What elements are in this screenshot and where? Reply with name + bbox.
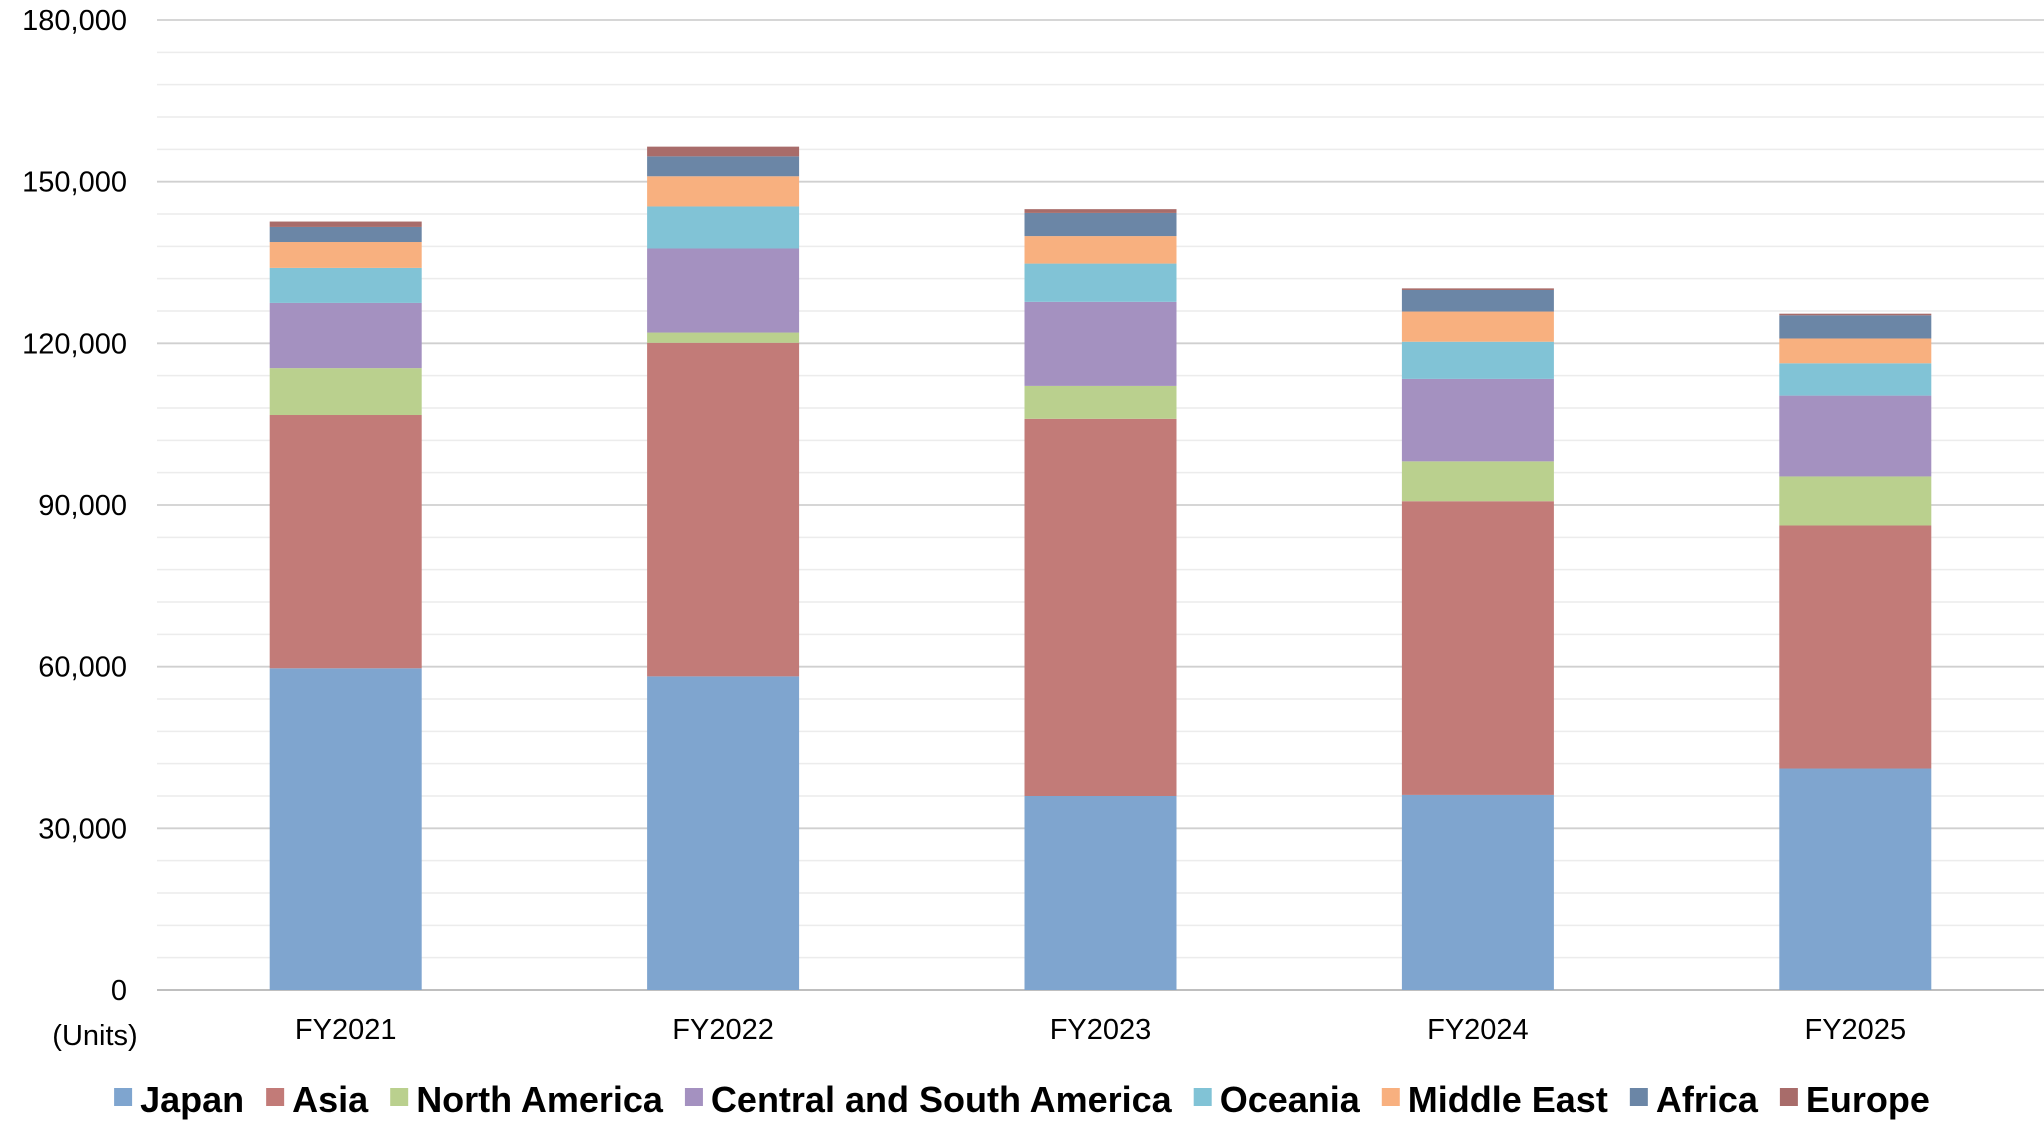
bar-segment [647, 206, 800, 249]
bar-segment [1779, 363, 1932, 396]
bar-segment [1779, 768, 1932, 990]
legend-item: Europe [1779, 1079, 1930, 1120]
legend-label: Middle East [1408, 1079, 1608, 1120]
bar-segment [1779, 476, 1932, 526]
bar-segment [269, 368, 422, 416]
legend-label: Asia [292, 1079, 369, 1120]
bar-segment [269, 226, 422, 243]
bar-segment [1024, 796, 1177, 990]
bar-segment [1024, 385, 1177, 419]
legend-item: Africa [1629, 1079, 1759, 1120]
legend-swatch [266, 1088, 285, 1106]
legend-item: Japan [114, 1079, 244, 1120]
bar-segment [269, 415, 422, 669]
bar-segment [1401, 794, 1554, 990]
legend-item: Central and South America [684, 1079, 1173, 1120]
bar-segment [1779, 313, 1932, 316]
y-tick-label: 90,000 [38, 490, 127, 522]
legend-item: North America [390, 1079, 664, 1120]
bars [269, 146, 1932, 990]
legend-swatch [1193, 1088, 1212, 1106]
y-tick-label: 0 [111, 975, 127, 1007]
y-tick-label: 150,000 [22, 167, 127, 199]
bar-segment [647, 248, 800, 333]
bar-segment [1401, 461, 1554, 502]
unit-label: (Units) [52, 1020, 137, 1052]
y-tick-label: 180,000 [22, 5, 127, 37]
y-tick-label: 30,000 [38, 813, 127, 845]
bar-segment [1024, 263, 1177, 302]
bar-segment [269, 668, 422, 990]
x-tick-label: FY2025 [1805, 1014, 1907, 1046]
bar-segment [1024, 209, 1177, 213]
bar-segment [1779, 525, 1932, 769]
bar-segment [269, 221, 422, 227]
legend-item: Oceania [1193, 1079, 1361, 1120]
bar-segment [647, 156, 800, 177]
legend-swatch [1381, 1088, 1400, 1106]
y-axis: 0 30,000 60,000 90,000 120,000 150,000 180,000 [22, 5, 127, 1007]
legend-item: Asia [266, 1079, 369, 1120]
bar-segment [1401, 501, 1554, 795]
bar-segment [1401, 289, 1554, 312]
bar-segment [1779, 315, 1932, 339]
bar-segment [1779, 395, 1932, 477]
bar-segment [1024, 418, 1177, 796]
bar-segment [647, 332, 800, 343]
legend-swatch [114, 1088, 133, 1106]
y-tick-label: 60,000 [38, 652, 127, 684]
x-axis: FY2021 FY2022 FY2023 FY2024 FY2025 [295, 1014, 1906, 1046]
legend: Japan Asia North America Central and South … [114, 1079, 1930, 1120]
y-tick-label: 120,000 [22, 328, 127, 360]
bar-segment [647, 676, 800, 990]
legend-label: Oceania [1220, 1079, 1361, 1120]
legend-swatch [684, 1088, 703, 1106]
x-tick-label: FY2024 [1427, 1014, 1529, 1046]
x-tick-label: FY2022 [672, 1014, 774, 1046]
bar-segment [1401, 378, 1554, 462]
bar-segment [1024, 236, 1177, 264]
legend-swatch [390, 1088, 409, 1106]
bar-segment [1401, 341, 1554, 379]
bar-segment [269, 302, 422, 369]
legend-swatch [1629, 1088, 1648, 1106]
legend-label: Africa [1656, 1079, 1759, 1120]
legend-label: North America [416, 1079, 664, 1120]
bar-segment [647, 146, 800, 157]
legend-label: Central and South America [711, 1079, 1173, 1120]
legend-label: Japan [140, 1079, 244, 1120]
x-tick-label: FY2021 [295, 1014, 397, 1046]
legend-swatch [1779, 1088, 1798, 1106]
bar-segment [1401, 288, 1554, 290]
bar-segment [1024, 301, 1177, 386]
bar-segment [647, 176, 800, 207]
legend-item: Middle East [1381, 1079, 1608, 1120]
bar-segment [269, 242, 422, 268]
bar-segment [1024, 212, 1177, 237]
bar-segment [269, 267, 422, 303]
bar-segment [647, 342, 800, 677]
legend-label: Europe [1806, 1079, 1930, 1120]
x-tick-label: FY2023 [1050, 1014, 1152, 1046]
bar-segment [1401, 311, 1554, 342]
bar-segment [1779, 338, 1932, 364]
